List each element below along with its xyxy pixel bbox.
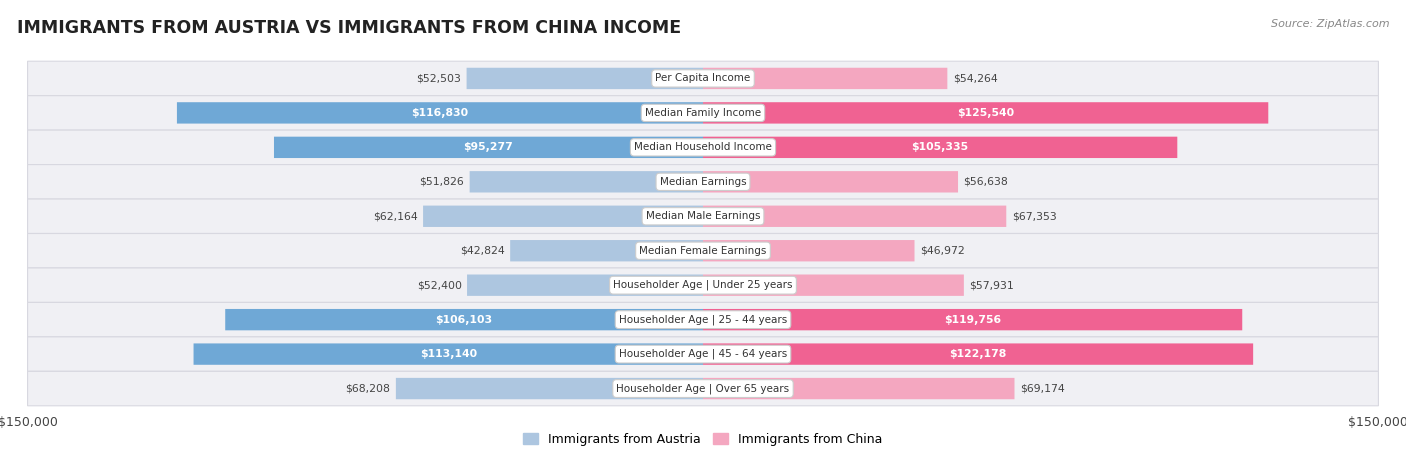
FancyBboxPatch shape — [703, 205, 1007, 227]
Text: $54,264: $54,264 — [953, 73, 997, 84]
FancyBboxPatch shape — [28, 199, 1378, 234]
Legend: Immigrants from Austria, Immigrants from China: Immigrants from Austria, Immigrants from… — [519, 428, 887, 451]
FancyBboxPatch shape — [703, 343, 1253, 365]
Text: $69,174: $69,174 — [1019, 383, 1064, 394]
Text: $46,972: $46,972 — [920, 246, 965, 256]
FancyBboxPatch shape — [510, 240, 703, 262]
Text: $67,353: $67,353 — [1012, 211, 1056, 221]
FancyBboxPatch shape — [28, 303, 1378, 337]
FancyBboxPatch shape — [28, 164, 1378, 199]
FancyBboxPatch shape — [703, 378, 1015, 399]
Text: Householder Age | Under 25 years: Householder Age | Under 25 years — [613, 280, 793, 290]
Text: $56,638: $56,638 — [963, 177, 1008, 187]
Text: $52,400: $52,400 — [416, 280, 461, 290]
Text: Median Female Earnings: Median Female Earnings — [640, 246, 766, 256]
Text: $106,103: $106,103 — [436, 315, 492, 325]
Text: $62,164: $62,164 — [373, 211, 418, 221]
Text: $95,277: $95,277 — [464, 142, 513, 152]
FancyBboxPatch shape — [703, 275, 965, 296]
FancyBboxPatch shape — [177, 102, 703, 124]
FancyBboxPatch shape — [28, 130, 1378, 164]
FancyBboxPatch shape — [703, 102, 1268, 124]
FancyBboxPatch shape — [28, 337, 1378, 371]
FancyBboxPatch shape — [703, 171, 957, 192]
Text: Per Capita Income: Per Capita Income — [655, 73, 751, 84]
Text: $51,826: $51,826 — [419, 177, 464, 187]
FancyBboxPatch shape — [470, 171, 703, 192]
Text: Householder Age | 25 - 44 years: Householder Age | 25 - 44 years — [619, 314, 787, 325]
Text: $122,178: $122,178 — [949, 349, 1007, 359]
Text: $52,503: $52,503 — [416, 73, 461, 84]
Text: Householder Age | Over 65 years: Householder Age | Over 65 years — [616, 383, 790, 394]
Text: Median Male Earnings: Median Male Earnings — [645, 211, 761, 221]
Text: Median Earnings: Median Earnings — [659, 177, 747, 187]
FancyBboxPatch shape — [467, 68, 703, 89]
FancyBboxPatch shape — [703, 309, 1243, 330]
FancyBboxPatch shape — [703, 240, 914, 262]
Text: $105,335: $105,335 — [911, 142, 969, 152]
Text: $125,540: $125,540 — [957, 108, 1014, 118]
Text: Source: ZipAtlas.com: Source: ZipAtlas.com — [1271, 19, 1389, 28]
FancyBboxPatch shape — [703, 68, 948, 89]
Text: $42,824: $42,824 — [460, 246, 505, 256]
Text: $68,208: $68,208 — [346, 383, 391, 394]
FancyBboxPatch shape — [28, 96, 1378, 130]
Text: Householder Age | 45 - 64 years: Householder Age | 45 - 64 years — [619, 349, 787, 359]
FancyBboxPatch shape — [28, 371, 1378, 406]
Text: $116,830: $116,830 — [412, 108, 468, 118]
FancyBboxPatch shape — [194, 343, 703, 365]
Text: $113,140: $113,140 — [420, 349, 477, 359]
FancyBboxPatch shape — [396, 378, 703, 399]
FancyBboxPatch shape — [225, 309, 703, 330]
FancyBboxPatch shape — [703, 137, 1177, 158]
FancyBboxPatch shape — [274, 137, 703, 158]
FancyBboxPatch shape — [423, 205, 703, 227]
FancyBboxPatch shape — [28, 268, 1378, 303]
Text: IMMIGRANTS FROM AUSTRIA VS IMMIGRANTS FROM CHINA INCOME: IMMIGRANTS FROM AUSTRIA VS IMMIGRANTS FR… — [17, 19, 681, 37]
Text: $119,756: $119,756 — [943, 315, 1001, 325]
Text: Median Family Income: Median Family Income — [645, 108, 761, 118]
FancyBboxPatch shape — [28, 61, 1378, 96]
FancyBboxPatch shape — [467, 275, 703, 296]
Text: Median Household Income: Median Household Income — [634, 142, 772, 152]
FancyBboxPatch shape — [28, 234, 1378, 268]
Text: $57,931: $57,931 — [969, 280, 1014, 290]
